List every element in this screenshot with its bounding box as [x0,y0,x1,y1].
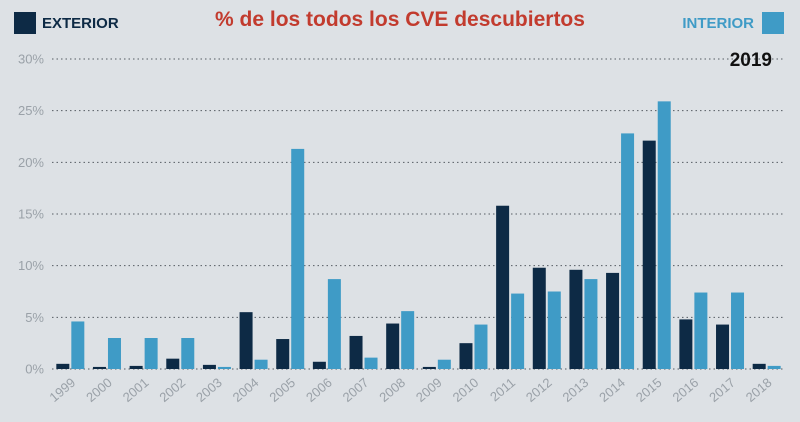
bar-interior [181,338,195,369]
y-tick-label: 5% [25,310,44,325]
x-tick-label: 2000 [83,375,115,405]
bar-interior [511,293,525,369]
y-tick-label: 25% [18,103,44,118]
bar-exterior [312,361,326,369]
bar-exterior [752,363,766,369]
bar-interior [731,292,745,369]
bar-interior [254,359,268,369]
bar-exterior [496,205,510,369]
bar-interior [767,365,781,369]
bar-exterior [569,269,583,369]
x-tick-label: 2003 [193,375,225,405]
gridlines [52,58,785,370]
bar-interior [327,279,341,369]
bar-interior [217,366,231,369]
y-tick-label: 0% [25,362,44,377]
x-tick-label: 2005 [266,375,298,405]
bar-exterior [642,140,656,369]
x-tick-label: 2013 [560,375,592,405]
bar-exterior [606,272,620,369]
x-tick-label: 2014 [596,375,628,405]
x-tick-label: 2017 [706,375,738,405]
legend-exterior-swatch [14,12,36,34]
x-tick-label: 2016 [670,375,702,405]
x-tick-label: 2004 [230,375,262,405]
year-annotation: 2019 [729,50,772,71]
x-tick-label: 2001 [120,375,152,405]
bar-interior [144,338,158,369]
bar-exterior [56,363,70,369]
legend-interior-label: INTERIOR [682,14,754,32]
chart-title: % de los todos los CVE descubiertos [215,8,585,31]
bar-interior [621,133,635,369]
y-axis-ticks: 0% 5% 10% 15% 20% 25% 30% [18,52,44,377]
x-tick-label: 2008 [376,375,408,405]
bar-exterior [239,312,253,369]
bar-exterior [679,319,693,369]
x-axis-ticks: 1999 2000 2001 2002 2003 2004 2005 2006 2007 2008… [46,375,774,405]
bar-interior [291,148,305,369]
y-tick-label: 30% [18,52,44,67]
x-tick-label: 2010 [450,375,482,405]
x-tick-label: 2011 [487,375,518,404]
bar-interior [547,291,561,369]
bar-exterior [386,323,400,369]
legend-interior-swatch [762,12,784,34]
bar-exterior [349,335,363,369]
bar-interior [474,324,488,369]
x-tick-label: 1999 [46,375,78,405]
bar-interior [71,321,85,369]
x-tick-label: 2018 [743,375,775,405]
bar-interior [437,359,451,369]
bars [56,101,781,369]
y-tick-label: 20% [18,155,44,170]
bar-exterior [276,339,290,369]
legend-exterior-label: EXTERIOR [42,14,119,32]
x-tick-label: 2012 [523,375,555,405]
legend-interior: INTERIOR [682,12,784,34]
x-tick-label: 2002 [156,375,188,405]
bar-interior [401,311,415,369]
bar-exterior [166,358,180,369]
bar-exterior [92,366,106,369]
x-tick-label: 2015 [633,375,665,405]
bar-exterior [532,267,546,369]
y-tick-label: 10% [18,258,44,273]
bar-interior [657,101,671,369]
y-tick-label: 15% [18,207,44,222]
bar-exterior [202,364,216,369]
bar-exterior [129,365,143,369]
bar-interior [584,279,598,369]
bar-exterior [422,366,436,369]
bar-exterior [459,343,473,369]
legend-exterior: EXTERIOR [14,12,119,34]
bar-exterior [716,324,730,369]
x-tick-label: 2007 [340,375,372,405]
bar-interior [107,338,121,369]
x-tick-label: 2006 [303,375,335,405]
x-tick-label: 2009 [413,375,445,405]
bar-interior [364,357,378,369]
bar-interior [694,292,708,369]
